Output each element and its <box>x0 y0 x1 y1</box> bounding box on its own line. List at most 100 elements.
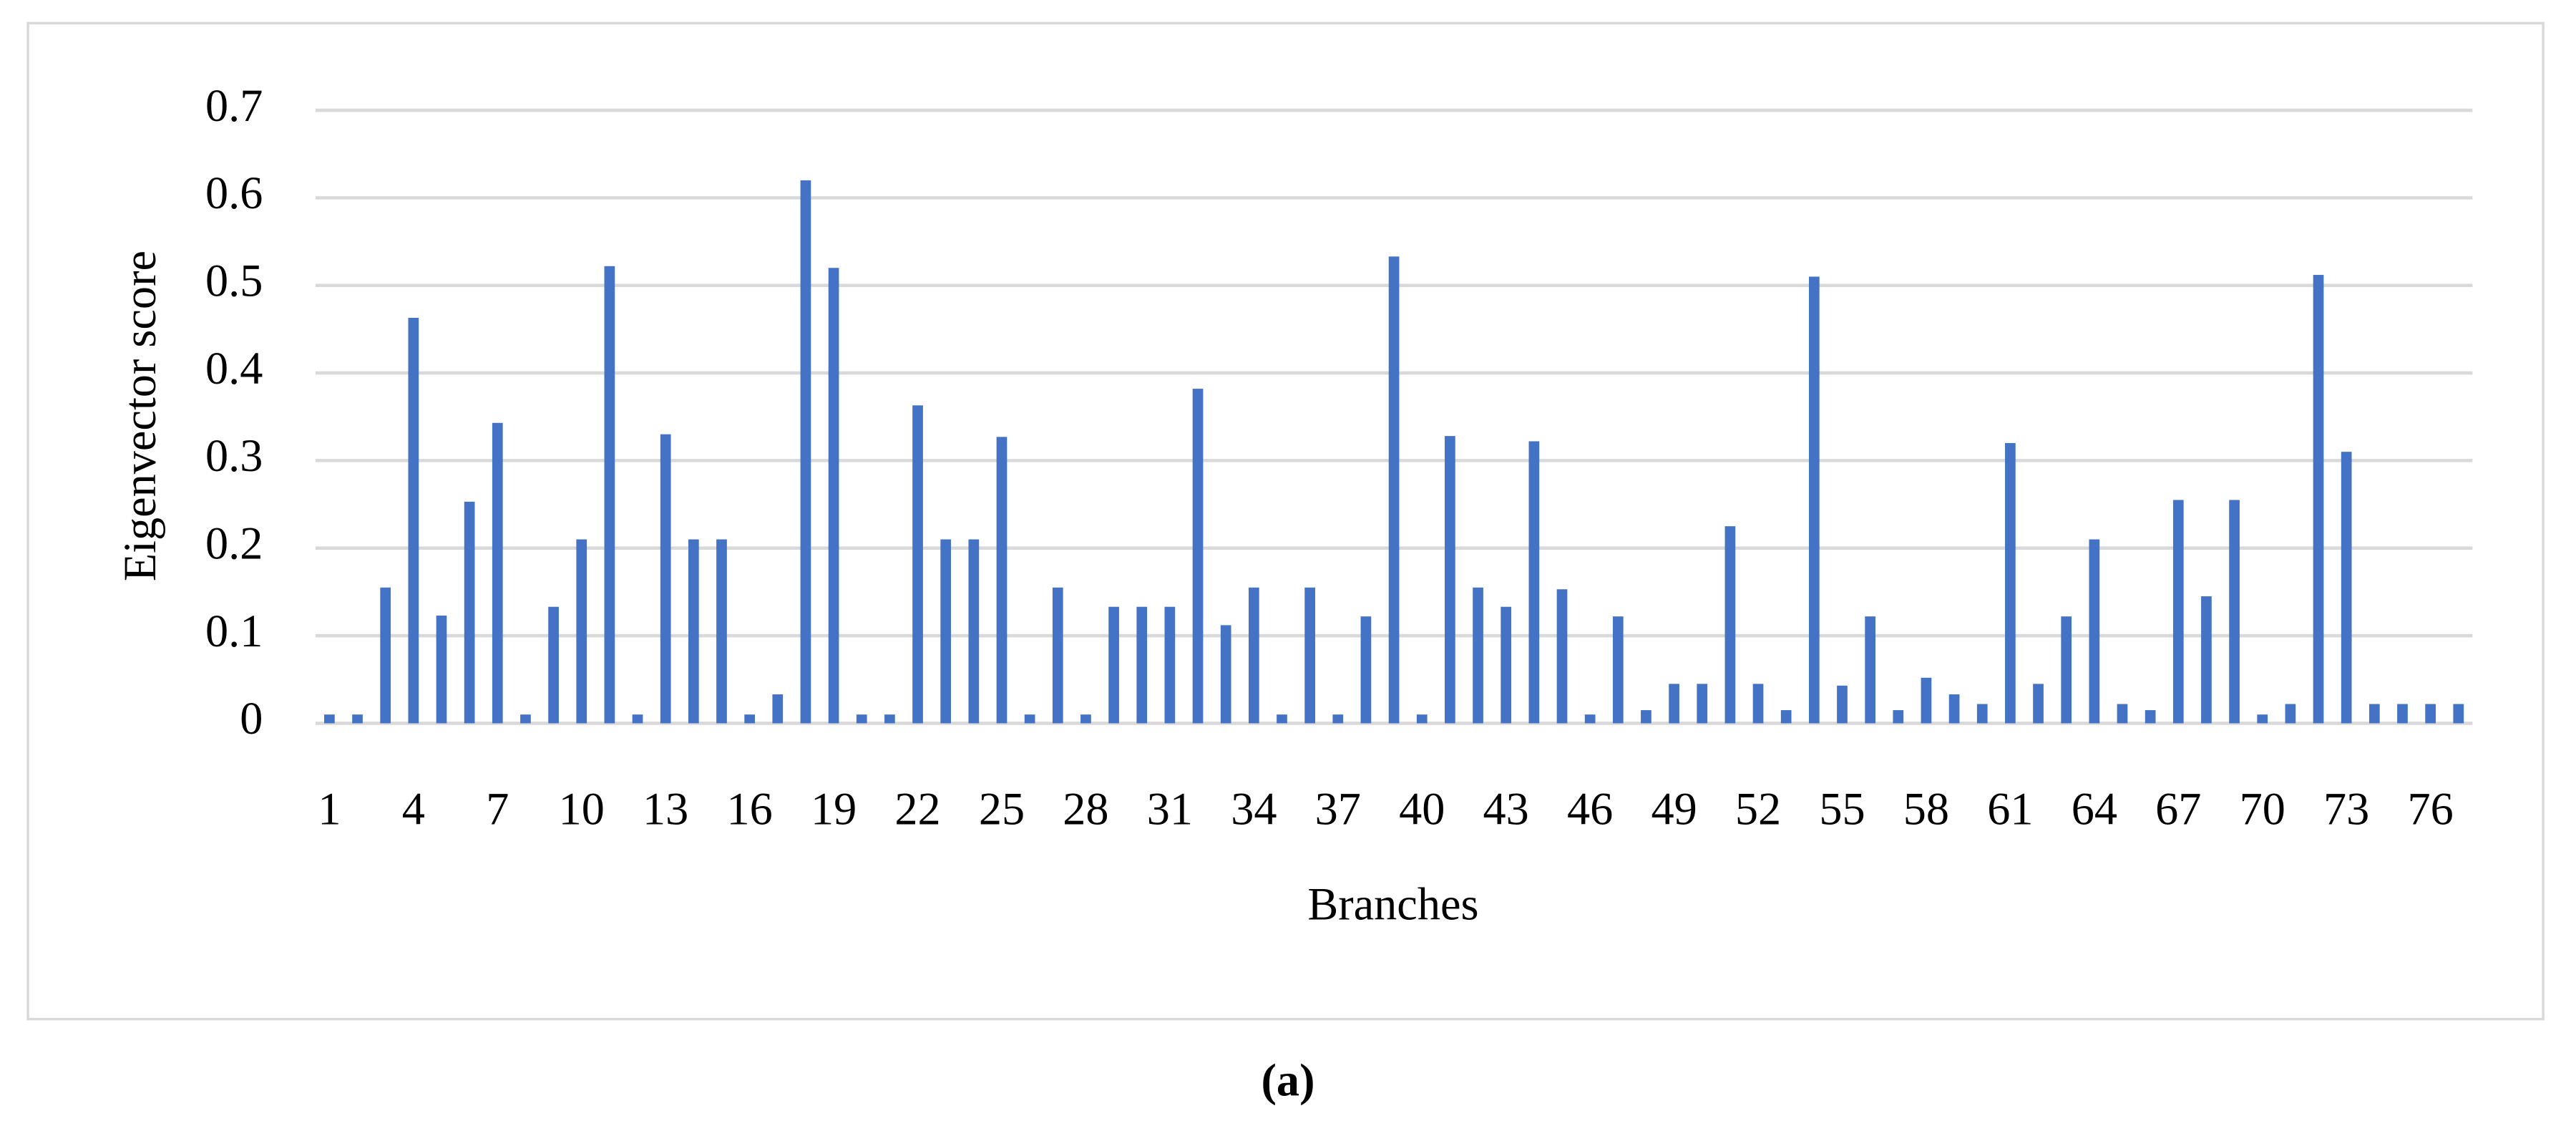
bar <box>968 539 980 724</box>
bar <box>520 714 531 724</box>
bar <box>1388 256 1400 724</box>
bar <box>800 180 811 724</box>
bar <box>1921 677 1932 724</box>
x-tick-label: 28 <box>1063 783 1108 834</box>
bar <box>2005 442 2016 724</box>
bar <box>2453 704 2464 724</box>
y-tick-label: 0.6 <box>205 168 263 218</box>
bar <box>464 501 475 724</box>
bar <box>1108 606 1119 724</box>
bar <box>772 694 784 724</box>
bar <box>2313 275 2324 724</box>
bar <box>2285 704 2296 724</box>
x-axis-title: Branches <box>1307 879 1478 930</box>
bar <box>1865 616 1875 724</box>
bar <box>380 587 391 724</box>
bar <box>660 434 671 724</box>
bar <box>688 539 699 724</box>
bar <box>1556 589 1568 724</box>
y-tick-label: 0.3 <box>205 430 263 481</box>
y-tick-label: 0.5 <box>205 255 263 306</box>
bar <box>2117 704 2128 724</box>
bar <box>1332 714 1344 724</box>
x-tick-label: 37 <box>1315 783 1361 834</box>
bar <box>352 714 363 724</box>
bar <box>2172 500 2184 724</box>
bar <box>884 714 895 724</box>
bar <box>1948 694 1960 724</box>
bar <box>2397 704 2408 724</box>
bar <box>1697 684 1708 724</box>
bar <box>1277 714 1287 724</box>
x-tick-label: 76 <box>2407 783 2453 834</box>
x-tick-label: 73 <box>2323 783 2369 834</box>
x-tick-label: 22 <box>894 783 940 834</box>
bar <box>548 606 559 724</box>
bar <box>2033 684 2044 724</box>
bar <box>1837 685 1848 724</box>
bar <box>1052 587 1063 724</box>
bar <box>1192 389 1204 724</box>
bar <box>1445 436 1455 724</box>
x-tick-label: 34 <box>1231 783 1277 834</box>
bar <box>2061 616 2072 724</box>
y-tick-label: 0.4 <box>205 343 263 394</box>
x-tick-label: 19 <box>811 783 857 834</box>
bar <box>1164 606 1176 724</box>
bar <box>1360 616 1372 724</box>
x-tick-label: 67 <box>2155 783 2201 834</box>
x-tick-label: 49 <box>1651 783 1697 834</box>
bar <box>856 714 867 724</box>
x-tick-label: 31 <box>1147 783 1193 834</box>
bar <box>1501 606 1512 724</box>
bar <box>492 422 503 724</box>
bar <box>1416 714 1428 724</box>
x-tick-label: 55 <box>1819 783 1865 834</box>
bar <box>1976 704 1988 724</box>
bar <box>2229 500 2240 724</box>
bar <box>1752 684 1764 724</box>
x-tick-label: 52 <box>1735 783 1781 834</box>
chart-frame <box>26 21 2545 1021</box>
x-tick-label: 70 <box>2240 783 2285 834</box>
bar <box>436 615 447 724</box>
bar <box>1304 587 1315 724</box>
bar <box>408 317 419 724</box>
x-tick-label: 1 <box>318 783 341 834</box>
bar <box>2368 704 2380 724</box>
bar <box>716 539 727 724</box>
bar <box>1612 616 1624 724</box>
caption: (a) <box>1262 1054 1315 1105</box>
bar <box>2425 704 2436 724</box>
y-tick-label: 0 <box>240 693 263 744</box>
x-tick-label: 61 <box>1987 783 2033 834</box>
bar <box>744 714 755 724</box>
y-tick-label: 0.7 <box>205 80 263 131</box>
bar <box>1584 714 1596 724</box>
y-axis-title: Eigenvector score <box>114 251 165 581</box>
bar <box>2341 452 2352 724</box>
bar <box>996 437 1008 724</box>
bar <box>1248 587 1259 724</box>
bar <box>1024 714 1035 724</box>
bar <box>576 539 587 724</box>
y-tick-label: 0.2 <box>205 518 263 568</box>
x-tick-label: 16 <box>727 783 773 834</box>
bar <box>1724 526 1736 724</box>
bar <box>1808 276 1820 724</box>
bar <box>2201 596 2212 724</box>
bar <box>2089 539 2100 724</box>
x-tick-label: 4 <box>402 783 425 834</box>
bar <box>1528 441 1540 724</box>
x-tick-label: 64 <box>2072 783 2117 834</box>
x-tick-label: 58 <box>1903 783 1949 834</box>
x-tick-label: 25 <box>979 783 1025 834</box>
bar <box>1669 684 1679 724</box>
x-tick-label: 7 <box>486 783 509 834</box>
bar <box>324 714 335 724</box>
y-tick-label: 0.1 <box>205 606 263 656</box>
bar <box>604 266 615 724</box>
x-tick-label: 13 <box>643 783 688 834</box>
